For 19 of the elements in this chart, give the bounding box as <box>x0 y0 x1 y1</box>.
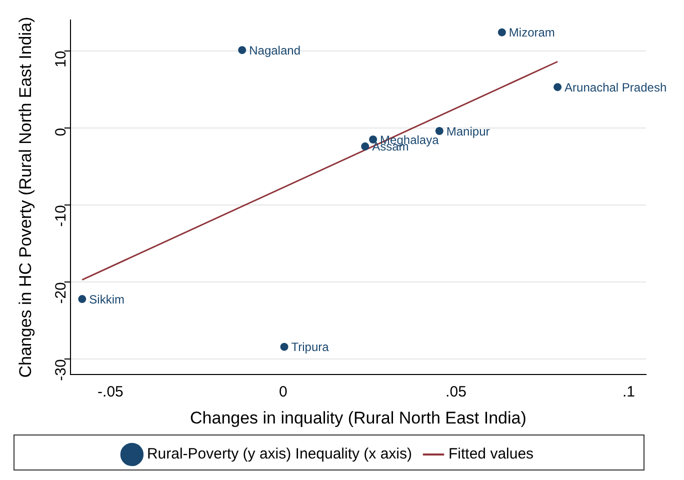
legend-label: Rural-Poverty (y axis) Inequality (x axis) <box>146 446 412 463</box>
y-tick-label: 10 <box>52 50 70 68</box>
x-tick-label: .05 <box>446 384 466 401</box>
annotation: Mizoram <box>508 26 555 40</box>
x-tick-label: 0 <box>279 384 288 401</box>
legend-label: Fitted values <box>448 446 534 463</box>
y-tick-label: -30 <box>52 359 70 381</box>
y-tick-label: -10 <box>52 205 70 227</box>
x-tick-label: .1 <box>622 384 635 401</box>
annotation: Nagaland <box>249 43 300 58</box>
annotation: Sikkim <box>89 292 124 306</box>
annotation: Manipur <box>446 124 490 138</box>
annotation: Tripura <box>291 340 330 354</box>
x-axis-title: Changes in inquality (Rural North East India) <box>190 408 526 428</box>
y-tick-label: -20 <box>52 282 70 304</box>
y-tick-label: 0 <box>52 128 70 136</box>
annotation: Arunachal Pradesh <box>564 80 667 94</box>
x-tick-label: -.05 <box>98 384 124 401</box>
y-axis-title: Changes in HC Poverty (Rural North East India) <box>16 16 35 378</box>
